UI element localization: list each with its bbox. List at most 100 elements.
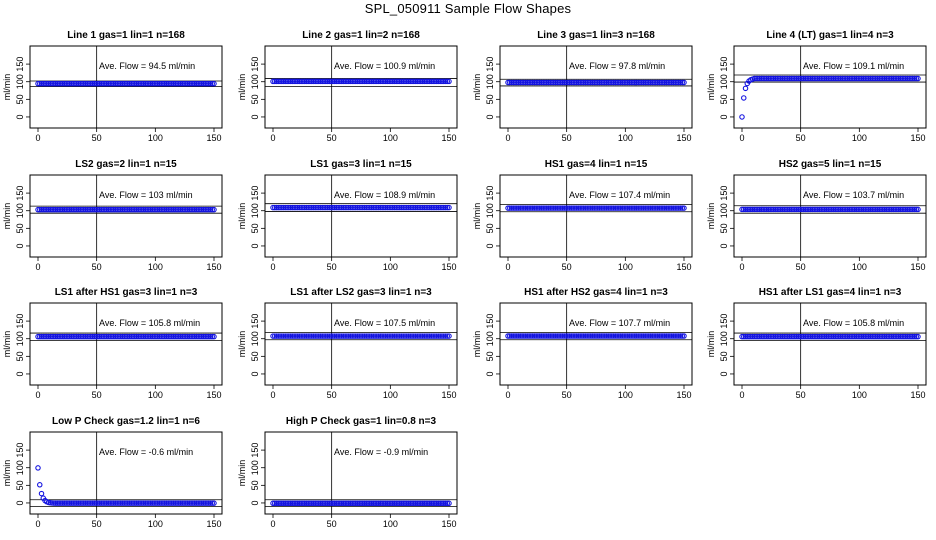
data-point: [142, 206, 149, 213]
data-point: [418, 500, 424, 507]
data-point: [610, 333, 617, 339]
data-point: [614, 79, 620, 86]
data-point: [280, 78, 287, 85]
data-point: [63, 333, 69, 340]
y-tick-label: 100: [719, 203, 729, 218]
data-point: [158, 333, 164, 340]
data-point: [512, 205, 518, 211]
data-point: [391, 78, 398, 85]
data-point: [333, 78, 340, 85]
data-point: [44, 206, 50, 213]
data-point: [398, 204, 405, 211]
y-axis-label: ml/min: [2, 203, 12, 230]
data-point: [834, 333, 840, 340]
data-point: [186, 333, 193, 340]
data-point: [855, 206, 861, 213]
data-point: [279, 500, 285, 507]
data-point: [112, 333, 119, 340]
data-point: [559, 333, 566, 339]
data-point: [382, 333, 389, 339]
data-point: [853, 75, 860, 82]
data-point: [776, 333, 782, 340]
data-point: [117, 206, 124, 213]
data-point: [776, 75, 782, 82]
data-point: [117, 500, 124, 506]
y-tick-label: 100: [15, 331, 25, 346]
data-point: [811, 333, 817, 340]
data-point: [344, 204, 350, 211]
data-point: [419, 333, 426, 339]
data-point: [888, 333, 895, 340]
data-point: [430, 333, 436, 339]
x-tick-label: 150: [441, 390, 456, 400]
data-point: [404, 333, 410, 339]
data-point: [275, 500, 282, 507]
data-point: [375, 333, 382, 339]
data-point: [607, 333, 613, 339]
data-point: [174, 333, 180, 340]
data-point: [381, 204, 387, 211]
data-point: [895, 75, 902, 82]
data-point: [540, 79, 546, 86]
data-point: [867, 206, 874, 213]
data-point: [35, 465, 41, 471]
data-point: [142, 80, 149, 87]
data-point: [418, 78, 424, 85]
data-point: [112, 500, 119, 506]
data-point: [758, 333, 765, 340]
panel-title: Low P Check gas=1.2 lin=1 n=6: [52, 416, 200, 427]
data-point: [800, 333, 807, 340]
data-point: [595, 79, 601, 86]
data-point: [144, 206, 150, 213]
data-point: [756, 206, 763, 213]
data-point: [514, 205, 520, 211]
data-point: [580, 333, 587, 339]
data-point: [147, 333, 154, 340]
data-point: [888, 75, 895, 82]
data-point: [865, 333, 872, 340]
data-point: [788, 333, 795, 340]
data-point: [416, 204, 422, 211]
data-point: [333, 333, 340, 339]
data-point: [821, 75, 828, 82]
y-tick-label: 0: [250, 243, 260, 248]
data-point: [96, 80, 103, 87]
data-point: [677, 333, 684, 339]
data-point: [834, 206, 840, 213]
y-axis-label: ml/min: [2, 331, 12, 358]
data-point: [598, 205, 605, 211]
data-point: [291, 333, 297, 339]
data-point: [193, 333, 200, 340]
data-point: [674, 79, 680, 86]
data-point: [190, 80, 196, 87]
data-point: [204, 500, 210, 506]
data-point: [370, 204, 377, 211]
y-tick-label: 150: [250, 186, 260, 201]
data-point: [351, 500, 357, 507]
data-point: [38, 490, 45, 497]
data-point: [59, 206, 66, 213]
data-point: [66, 500, 73, 506]
data-point: [647, 205, 654, 211]
data-point: [135, 500, 142, 506]
data-point: [367, 500, 373, 507]
data-point: [38, 80, 45, 87]
data-point: [799, 75, 805, 82]
data-point: [149, 206, 156, 213]
data-point: [95, 333, 101, 340]
data-point: [305, 78, 311, 85]
data-point: [411, 204, 417, 211]
data-point: [614, 205, 620, 211]
data-point: [675, 205, 682, 211]
data-point: [349, 78, 355, 85]
data-point: [160, 500, 166, 506]
data-point: [65, 500, 71, 506]
data-point: [308, 204, 315, 211]
data-point: [519, 205, 525, 211]
data-point: [418, 333, 424, 339]
data-point: [284, 78, 290, 85]
data-point: [58, 500, 64, 506]
data-point: [209, 206, 215, 213]
data-point: [660, 205, 666, 211]
y-tick-label: 50: [15, 351, 25, 361]
